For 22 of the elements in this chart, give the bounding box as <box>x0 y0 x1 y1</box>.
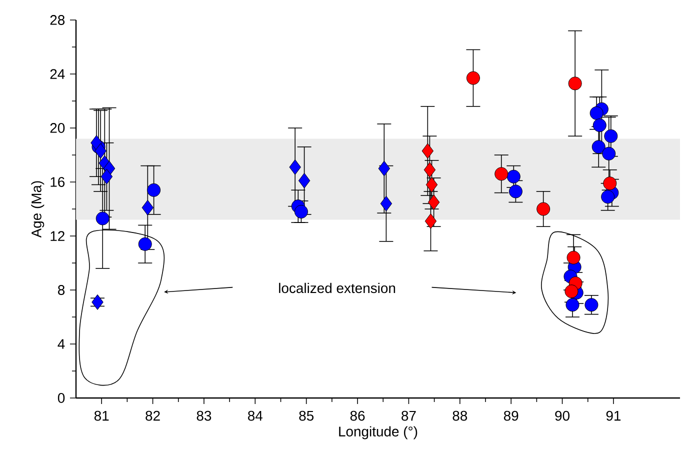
y-axis-title: Age (Ma) <box>31 181 44 238</box>
x-tick-label: 85 <box>299 410 314 421</box>
x-tick-label: 84 <box>248 410 262 421</box>
x-tick-label: 83 <box>196 410 212 421</box>
x-tick-label: 91 <box>606 410 621 421</box>
x-axis-title: Longitude (°) <box>339 426 418 440</box>
y-tick-label: 24 <box>50 69 65 79</box>
y-tick-label: 12 <box>50 231 64 241</box>
x-tick-label: 82 <box>146 410 160 421</box>
x-tick-label: 88 <box>452 410 468 421</box>
x-tick-label: 87 <box>402 410 416 421</box>
x-tick-label: 89 <box>504 410 518 421</box>
y-tick-label: 20 <box>50 123 65 133</box>
y-tick-label: 8 <box>58 285 65 295</box>
y-tick-label: 0 <box>58 393 65 403</box>
y-tick-label: 28 <box>50 15 65 25</box>
x-tick-label: 81 <box>94 410 109 421</box>
y-tick-label: 4 <box>58 339 65 349</box>
y-tick-label: 16 <box>50 177 65 187</box>
x-tick-label: 90 <box>555 410 570 421</box>
x-tick-label: 86 <box>350 410 365 421</box>
annotation: localized extension <box>279 282 396 294</box>
